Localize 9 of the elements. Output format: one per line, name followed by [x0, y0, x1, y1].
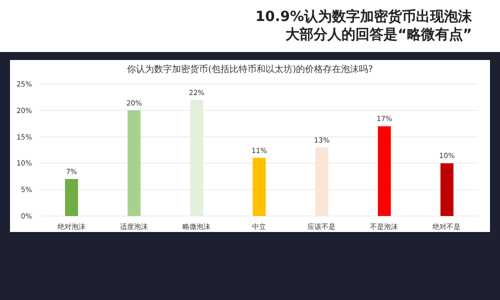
bar: [440, 163, 454, 216]
bar: [378, 126, 391, 216]
bar: [315, 147, 328, 216]
bar: [252, 158, 266, 216]
bar: [65, 179, 78, 216]
chart-title: 10.9%认为数字加密货币出现泡沫大部分人的回答是“略微有点”: [254, 8, 472, 44]
bar: [190, 100, 204, 216]
chart-subtitle: 你认为数字加密货币(包括比特币和以太坊)的价格存在泡沫吗?: [126, 64, 374, 76]
bar: [128, 110, 141, 216]
